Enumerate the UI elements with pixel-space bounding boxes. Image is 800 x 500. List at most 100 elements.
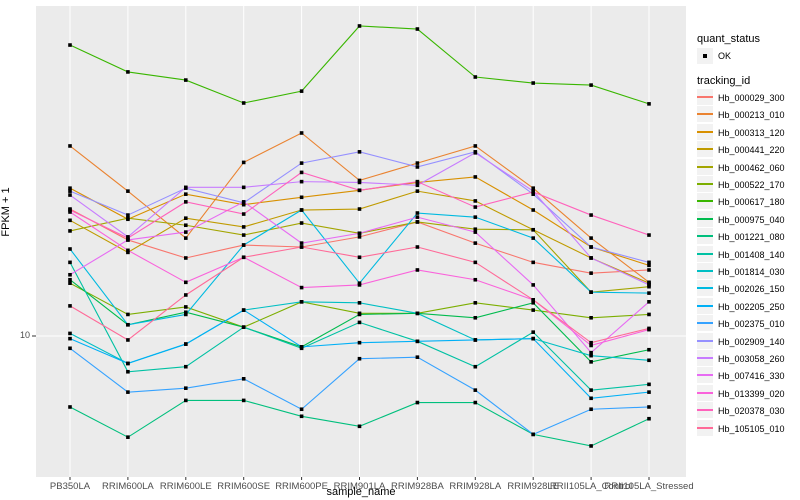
data-point [589, 343, 593, 348]
legend-label-Hb_000462_060: Hb_000462_060 [718, 162, 785, 173]
data-point [68, 144, 72, 148]
data-point [531, 81, 535, 85]
data-point [241, 325, 246, 329]
data-point [589, 340, 593, 345]
data-point [647, 382, 651, 387]
data-point [68, 210, 72, 214]
data-point [589, 83, 593, 87]
data-point [531, 192, 535, 196]
data-point [531, 308, 535, 312]
line-swatch-icon [697, 357, 713, 359]
x-axis-title: sample_name [326, 486, 396, 498]
data-point [473, 199, 478, 203]
data-point [357, 180, 362, 185]
data-point [68, 272, 72, 277]
data-point [589, 236, 593, 240]
line-swatch-icon [697, 339, 713, 342]
data-point [473, 230, 478, 234]
data-point [126, 213, 130, 217]
data-point [184, 200, 188, 204]
data-point [357, 188, 362, 193]
data-point [357, 207, 362, 211]
data-point [184, 236, 188, 240]
data-point [184, 223, 188, 228]
legend-tracking-id-title: tracking_id [697, 75, 751, 87]
line-swatch-icon [697, 304, 713, 307]
data-point [68, 260, 72, 265]
data-point [68, 189, 72, 193]
data-point [589, 315, 593, 320]
data-point [241, 200, 246, 204]
legend-label-Hb_002909_140: Hb_002909_140 [718, 336, 785, 347]
data-point [184, 310, 188, 315]
data-point [531, 283, 535, 287]
data-point [415, 220, 420, 224]
legend-key-Hb_007416_330 [697, 367, 713, 384]
data-point [126, 189, 130, 193]
data-point [241, 101, 246, 105]
data-point [647, 416, 651, 421]
legend-key-Hb_000213_010 [697, 106, 713, 123]
data-point [241, 243, 246, 247]
legend-key-Hb_000617_180 [697, 193, 713, 210]
data-point [589, 245, 593, 249]
line-swatch-icon [697, 165, 713, 168]
data-point [241, 225, 246, 229]
data-point [184, 312, 188, 317]
legend-label-Hb_003058_260: Hb_003058_260 [718, 354, 785, 364]
data-point [415, 268, 420, 272]
data-point [473, 315, 478, 320]
legend-key-quant-ok [697, 48, 713, 64]
data-point [68, 405, 72, 409]
data-point [647, 268, 651, 272]
data-point [357, 178, 362, 183]
data-point [68, 336, 72, 341]
data-point [299, 221, 304, 225]
data-point [415, 165, 420, 169]
legend-key-Hb_002205_250 [697, 297, 713, 314]
data-point [357, 301, 362, 305]
legend-label-Hb_000975_040: Hb_000975_040 [718, 214, 785, 225]
legend-key-Hb_002026_150 [697, 280, 713, 297]
data-point [68, 277, 72, 282]
legend-label-Hb_000313_120: Hb_000313_120 [718, 127, 785, 138]
data-point [299, 161, 304, 165]
data-point [299, 179, 304, 184]
x-tick-label-RRIM901LA: RRIM901LA [333, 481, 386, 492]
data-point [473, 144, 478, 148]
data-point [589, 388, 593, 392]
legend-quant-status-title: quant_status [697, 33, 760, 45]
black-square-point-icon [703, 54, 707, 58]
legend-label-Hb_000441_220: Hb_000441_220 [718, 145, 785, 156]
legend-label-quant-ok: OK [718, 51, 732, 61]
legend-label-Hb_000213_010: Hb_000213_010 [718, 110, 785, 121]
legend-key-Hb_000462_060 [697, 158, 713, 175]
data-point [531, 336, 535, 341]
data-point [531, 432, 535, 437]
line-swatch-icon [697, 252, 713, 255]
data-point [126, 236, 130, 240]
legend-key-Hb_020378_030 [697, 402, 713, 419]
legend-key-Hb_000522_170 [697, 176, 713, 192]
data-point [126, 250, 130, 255]
legend-key-Hb_001408_140 [697, 245, 713, 262]
legend-key-Hb_001814_030 [697, 263, 713, 279]
data-point [531, 330, 535, 334]
legend-label-Hb_001221_080: Hb_001221_080 [718, 232, 785, 243]
x-tick-label-RRII105LA_Control: RRII105LA_Control [549, 481, 633, 492]
data-point [299, 345, 304, 349]
data-point [299, 195, 304, 200]
y-axis-title: FPKM + 1 [0, 187, 12, 237]
data-point [647, 358, 651, 363]
data-point [184, 305, 188, 309]
legend-label-Hb_002026_150: Hb_002026_150 [718, 284, 785, 295]
data-point [68, 229, 72, 233]
data-point [531, 298, 535, 302]
data-point [299, 300, 304, 304]
data-point [589, 213, 593, 217]
data-point [589, 353, 593, 358]
data-point [647, 405, 651, 409]
data-point [531, 186, 535, 190]
data-point [241, 185, 246, 190]
data-point [126, 248, 130, 253]
